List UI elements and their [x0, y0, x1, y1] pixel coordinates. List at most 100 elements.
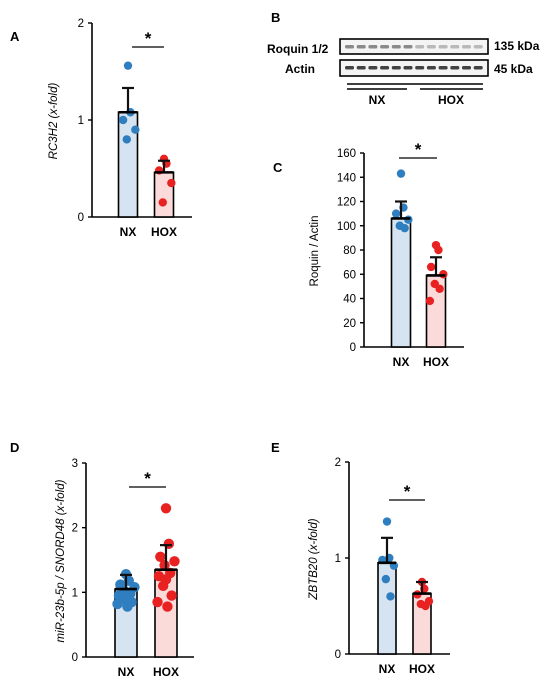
- category-label-nx: NX: [393, 355, 410, 369]
- data-point-hox: [425, 296, 435, 306]
- data-point-hox: [435, 284, 444, 293]
- data-point-nx: [400, 223, 409, 233]
- data-point-hox: [155, 551, 166, 562]
- y-tick-label: 0: [78, 212, 84, 224]
- y-tick-label: 1: [78, 115, 84, 127]
- data-point-nx: [123, 61, 133, 70]
- category-label-nx: NX: [118, 665, 135, 679]
- y-tick-label: 0: [72, 652, 78, 664]
- y-tick-label: 60: [343, 269, 356, 281]
- bar-chart-d: 0 1 2 3 NX HOX *: [72, 458, 194, 679]
- panel-letter-a: A: [10, 29, 20, 44]
- y-tick-label: 80: [343, 245, 356, 257]
- data-point-hox: [160, 503, 172, 514]
- panel-e: E ZBTB20 (x-fold): [271, 440, 320, 601]
- bar-nx: [390, 217, 412, 348]
- data-point-nx: [118, 115, 128, 125]
- data-point-nx: [131, 125, 140, 134]
- data-point-nx: [386, 592, 395, 601]
- panel-c: C Roquin / Actin: [273, 160, 321, 286]
- y-tick-label: 0: [350, 342, 356, 354]
- blot-band-actin: [473, 66, 483, 70]
- y-tick-label: 140: [337, 172, 356, 184]
- data-point-nx: [391, 209, 401, 218]
- blot-band-actin: [391, 66, 401, 70]
- data-point-nx: [122, 135, 131, 144]
- data-point-hox: [159, 559, 170, 571]
- y-tick-label: 1: [72, 587, 78, 599]
- blot-band-roquin: [426, 45, 436, 49]
- significance-star: *: [145, 29, 152, 48]
- data-point-nx: [381, 574, 391, 584]
- bar-chart-e: 0 1 2 NX HOX *: [335, 457, 450, 676]
- y-axis-label-a: RC3H2 (x-fold): [48, 82, 60, 159]
- blot-band-actin: [426, 66, 436, 70]
- blot-band-roquin: [391, 45, 401, 49]
- panel-letter-c: C: [273, 160, 283, 175]
- blot-band-actin: [380, 66, 390, 70]
- y-tick-label: 1: [335, 553, 341, 565]
- significance-star: *: [415, 140, 422, 159]
- y-tick-label: 0: [335, 649, 341, 661]
- data-point-hox: [157, 580, 169, 592]
- blot-band-roquin: [450, 45, 460, 49]
- data-point-hox: [166, 590, 177, 601]
- y-tick-label: 120: [337, 197, 356, 209]
- blot-band-roquin: [403, 45, 413, 49]
- y-tick-label: 160: [337, 148, 356, 160]
- category-label-hox: HOX: [153, 665, 179, 679]
- panel-letter-e: E: [271, 440, 280, 455]
- data-point-hox: [426, 262, 436, 272]
- y-tick-label: 2: [72, 523, 78, 535]
- blot-band-roquin: [473, 45, 483, 49]
- panel-letter-d: D: [10, 440, 19, 455]
- blot-band-roquin: [356, 45, 366, 49]
- y-tick-label: 40: [343, 294, 356, 306]
- data-point-hox: [158, 198, 167, 207]
- y-tick-label: 3: [72, 458, 78, 470]
- data-point-nx: [396, 169, 406, 178]
- category-label-hox: HOX: [409, 662, 435, 676]
- panel-d: D miR-23b-5p / SNORD48 (x-fold): [10, 440, 67, 642]
- blot-band-actin: [403, 66, 413, 70]
- category-label-hox: HOX: [423, 355, 449, 369]
- blot-band-roquin: [380, 45, 390, 49]
- blot-band-roquin: [415, 45, 425, 49]
- y-axis-label-d-text: miR-23b-5p / SNORD48 (x-fold): [55, 479, 67, 642]
- y-axis-label-e: ZBTB20 (x-fold): [308, 518, 320, 600]
- blot-size-45: 45 kDa: [494, 62, 533, 76]
- blot-band-actin: [345, 66, 354, 70]
- blot-band-actin: [415, 66, 425, 70]
- data-point-hox: [152, 596, 163, 608]
- data-point-hox: [421, 601, 430, 611]
- data-point-hox: [167, 178, 176, 188]
- blot-band-actin: [368, 66, 378, 70]
- significance-star: *: [144, 469, 151, 488]
- blot-group-nx: NX: [369, 93, 386, 107]
- data-point-hox: [434, 245, 443, 255]
- data-point-hox: [162, 601, 173, 612]
- data-point-hox: [169, 556, 180, 567]
- y-tick-label: 2: [335, 457, 341, 469]
- data-point-nx: [112, 598, 123, 610]
- bar-chart-c: 0 20 40 60 80 100 120 140 160 NX HOX *: [337, 140, 464, 369]
- blot-band-roquin: [345, 45, 354, 49]
- blot-band-actin: [450, 66, 460, 70]
- blot-group-hox: HOX: [438, 93, 464, 107]
- blot-band-actin: [462, 66, 471, 70]
- significance-star: *: [404, 482, 411, 501]
- blot-box-roquin: [339, 38, 489, 55]
- y-axis-label-c: Roquin / Actin: [309, 216, 321, 287]
- blot-band-actin: [438, 66, 448, 70]
- category-label-hox: HOX: [151, 225, 177, 239]
- y-axis-label-d: miR-23b-5p / SNORD48 (x-fold): [55, 479, 67, 642]
- data-point-nx: [122, 601, 133, 612]
- blot-band-roquin: [462, 45, 471, 49]
- blot-bands: [345, 45, 483, 70]
- blot-box-actin: [339, 59, 489, 77]
- blot-row-label-roquin: Roquin 1/2: [267, 42, 329, 56]
- category-label-nx: NX: [120, 225, 137, 239]
- blot-band-roquin: [438, 45, 448, 49]
